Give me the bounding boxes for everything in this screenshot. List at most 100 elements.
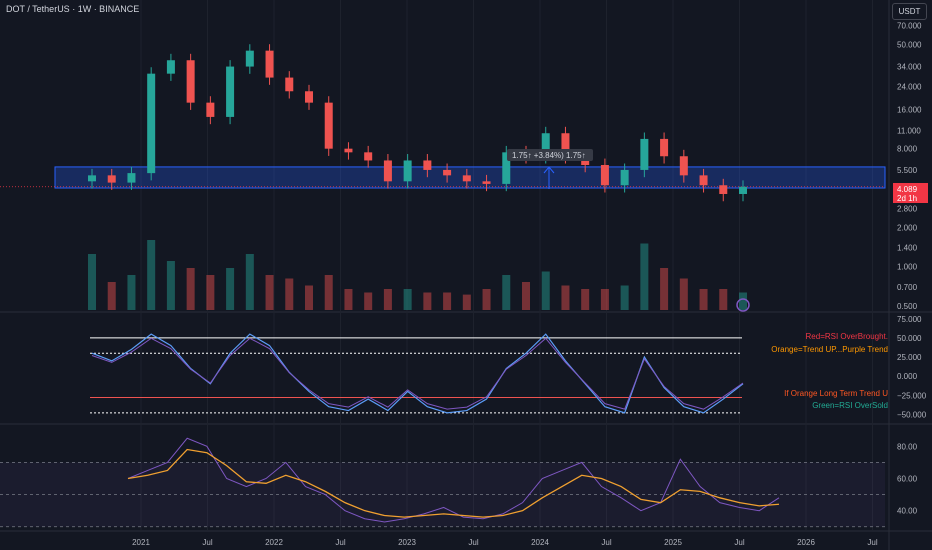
volume-bar — [699, 289, 708, 310]
candle-body — [324, 102, 333, 149]
volume-bar — [305, 285, 313, 310]
volume-bar — [541, 271, 550, 310]
price-tick-label: 2.800 — [897, 204, 918, 213]
rsi-series-line — [127, 448, 780, 518]
candle-body — [423, 160, 432, 170]
symbol-title: DOT / TetherUS · 1W · BINANCE — [6, 4, 140, 14]
volume-bar — [620, 285, 629, 310]
price-tick-label: 1.000 — [897, 263, 918, 272]
volume-bar — [561, 285, 570, 310]
volume-bar — [443, 292, 452, 310]
candle-body — [305, 91, 313, 103]
price-badge — [893, 183, 928, 203]
measure-box — [507, 149, 593, 161]
rsi-series-line — [127, 437, 780, 523]
alert-icon[interactable] — [736, 298, 750, 312]
candle-body — [462, 175, 471, 182]
candle-body — [561, 133, 570, 157]
osc-tick-label: 0.000 — [897, 372, 918, 381]
volume-bar — [600, 289, 609, 310]
candle-body — [226, 66, 235, 117]
volume-bar — [403, 289, 412, 310]
volume-bar — [166, 261, 175, 310]
volume-bar — [581, 289, 590, 310]
candle-body — [679, 156, 688, 176]
candle-body — [265, 50, 274, 78]
volume-bar — [344, 289, 353, 310]
volume-bar — [245, 254, 254, 310]
osc-note: Red=RSI OverBrought. — [806, 332, 888, 341]
time-tick-label: 2022 — [265, 538, 283, 547]
candle-body — [719, 185, 728, 194]
osc-tick-label: −25.000 — [897, 391, 927, 400]
time-tick-label: Jul — [468, 538, 478, 547]
volume-bar — [739, 292, 747, 310]
measure-arrowhead — [543, 166, 555, 174]
time-tick-label: 2023 — [398, 538, 416, 547]
osc-note: Green=RSI OverSold — [812, 401, 888, 410]
volume-bar — [147, 240, 156, 310]
rsi-band — [0, 462, 885, 527]
candle-body — [739, 186, 747, 194]
time-tick-label: 2026 — [797, 538, 815, 547]
price-tick-label: 70.000 — [897, 22, 922, 31]
price-tick-label: 0.700 — [897, 283, 918, 292]
candle-body — [403, 160, 412, 182]
measure-label: 1.75↑ +3.84%) 1.75↑ — [512, 151, 586, 160]
volume-bar — [719, 289, 728, 310]
volume-bar — [423, 292, 432, 310]
price-tick-label: 50.000 — [897, 41, 922, 50]
price-tick-label: 8.000 — [897, 145, 918, 154]
volume-bar — [88, 254, 96, 310]
candle-body — [541, 133, 550, 157]
volume-bar — [660, 268, 669, 310]
volume-bar — [265, 275, 274, 310]
volume-bar — [324, 275, 333, 310]
candle-body — [640, 138, 649, 170]
candle-body — [364, 152, 373, 161]
time-tick-label: Jul — [867, 538, 877, 547]
price-tick-label: 24.000 — [897, 82, 922, 91]
candle-body — [107, 175, 116, 183]
osc-tick-label: 25.000 — [897, 353, 922, 362]
osc-note: Orange=Trend UP...Purple Trend — [771, 345, 888, 354]
candle-body — [147, 73, 156, 174]
currency-button[interactable]: USDT — [892, 3, 927, 20]
volume-bar — [679, 278, 688, 310]
candle-body — [88, 175, 96, 182]
osc-tick-label: −50.000 — [897, 410, 927, 419]
candle-body — [502, 152, 511, 184]
candle-body — [186, 60, 195, 103]
osc-signal-line — [91, 337, 744, 410]
time-tick-label: Jul — [202, 538, 212, 547]
volume-bar — [206, 275, 215, 310]
rsi-tick-label: 40.00 — [897, 507, 918, 516]
price-tick-label: 1.400 — [897, 244, 918, 253]
rsi-tick-label: 60.00 — [897, 475, 918, 484]
candle-body — [245, 50, 254, 67]
osc-tick-label: 50.000 — [897, 334, 922, 343]
volume-bar — [364, 292, 373, 310]
price-tick-label: 0.500 — [897, 302, 918, 311]
osc-tick-label: 75.000 — [897, 315, 922, 324]
candle-body — [600, 165, 609, 186]
time-tick-label: Jul — [601, 538, 611, 547]
volume-bar — [482, 289, 491, 310]
volume-bar — [502, 275, 511, 310]
volume-bar — [127, 275, 136, 310]
price-badge-value: 4.089 — [897, 185, 918, 194]
osc-note: If Orange Long Term Trend U — [784, 389, 888, 398]
price-tick-label: 11.000 — [897, 127, 921, 136]
time-tick-label: Jul — [734, 538, 744, 547]
price-tick-label: 34.000 — [897, 63, 922, 72]
price-badge-countdown: 2d 1h — [897, 194, 917, 203]
candle-body — [285, 77, 294, 92]
volume-bar — [107, 282, 116, 310]
osc-line — [91, 333, 744, 414]
candle-body — [166, 60, 175, 74]
candle-body — [127, 173, 136, 183]
volume-bar — [186, 268, 195, 310]
price-tick-label: 16.000 — [897, 105, 922, 114]
candle-body — [660, 138, 669, 157]
